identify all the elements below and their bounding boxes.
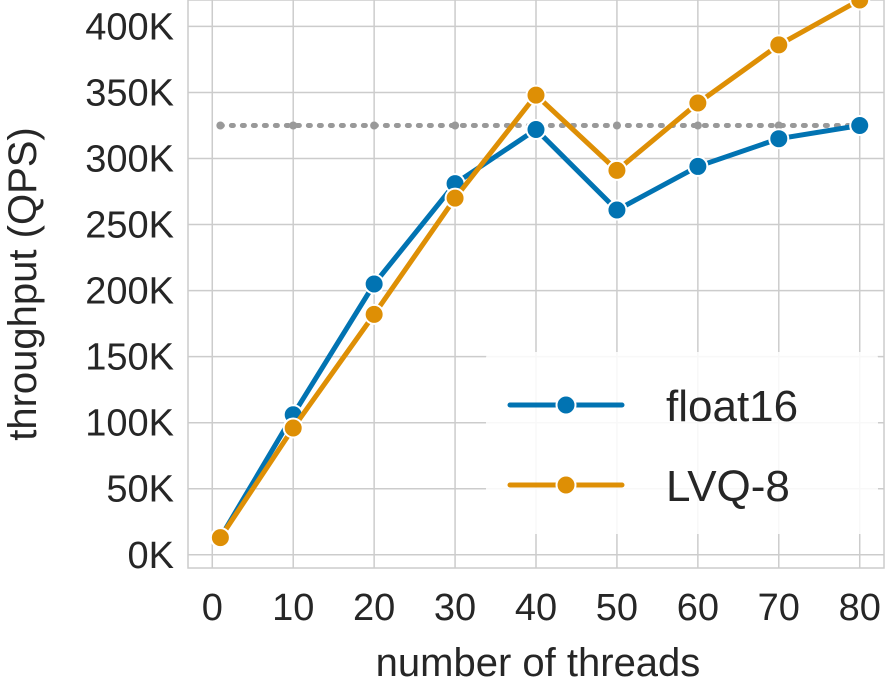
y-tick-label: 250K xyxy=(85,205,174,247)
data-point xyxy=(209,527,231,549)
y-tick-label: 300K xyxy=(85,139,174,181)
y-tick-labels: 0K 50K 100K 150K 200K 250K 300K 350K 400K xyxy=(85,6,174,576)
data-point xyxy=(363,273,385,295)
x-tick-label: 10 xyxy=(272,587,314,629)
series-lvq-8 xyxy=(209,0,871,549)
reference-line-point xyxy=(216,121,225,130)
legend: float16 LVQ-8 xyxy=(486,352,878,534)
y-axis-label: throughput (QPS) xyxy=(1,127,45,441)
data-point xyxy=(282,417,304,439)
reference-line-point xyxy=(612,121,621,130)
y-tick-label: 50K xyxy=(106,469,174,511)
series-group xyxy=(209,0,871,549)
data-point xyxy=(525,118,547,140)
y-tick-label: 150K xyxy=(85,337,174,379)
x-tick-label: 50 xyxy=(596,587,638,629)
data-point xyxy=(606,199,628,221)
data-point xyxy=(768,128,790,150)
x-tick-label: 70 xyxy=(758,587,800,629)
legend-label-float16: float16 xyxy=(666,382,798,431)
data-point xyxy=(525,84,547,106)
reference-line-point xyxy=(774,121,783,130)
data-point xyxy=(768,34,790,56)
y-tick-label: 100K xyxy=(85,403,174,445)
data-point xyxy=(849,0,871,11)
x-axis-label: number of threads xyxy=(376,641,701,685)
data-point xyxy=(687,155,709,177)
legend-marker-lvq-8 xyxy=(555,474,577,496)
legend-marker-float16 xyxy=(555,394,577,416)
legend-box xyxy=(486,352,878,534)
x-tick-label: 0 xyxy=(202,587,223,629)
x-tick-label: 40 xyxy=(515,587,557,629)
x-tick-label: 30 xyxy=(434,587,476,629)
data-point xyxy=(363,303,385,325)
x-tick-label: 60 xyxy=(677,587,719,629)
plot-frame xyxy=(187,0,885,569)
reference-line-point xyxy=(451,121,460,130)
y-tick-label: 350K xyxy=(85,72,174,114)
reference-line-point xyxy=(693,121,702,130)
y-tick-label: 400K xyxy=(85,6,174,48)
data-point xyxy=(444,187,466,209)
data-point xyxy=(687,92,709,114)
data-point xyxy=(849,114,871,136)
x-tick-labels: 0 10 20 30 40 50 60 70 80 xyxy=(202,587,881,629)
reference-line-point xyxy=(289,121,298,130)
y-tick-label: 200K xyxy=(85,271,174,313)
legend-label-lvq-8: LVQ-8 xyxy=(666,462,790,511)
x-tick-label: 80 xyxy=(839,587,881,629)
reference-line-point xyxy=(370,121,379,130)
y-tick-label: 0K xyxy=(128,535,174,577)
data-point xyxy=(606,159,628,181)
x-tick-label: 20 xyxy=(353,587,395,629)
